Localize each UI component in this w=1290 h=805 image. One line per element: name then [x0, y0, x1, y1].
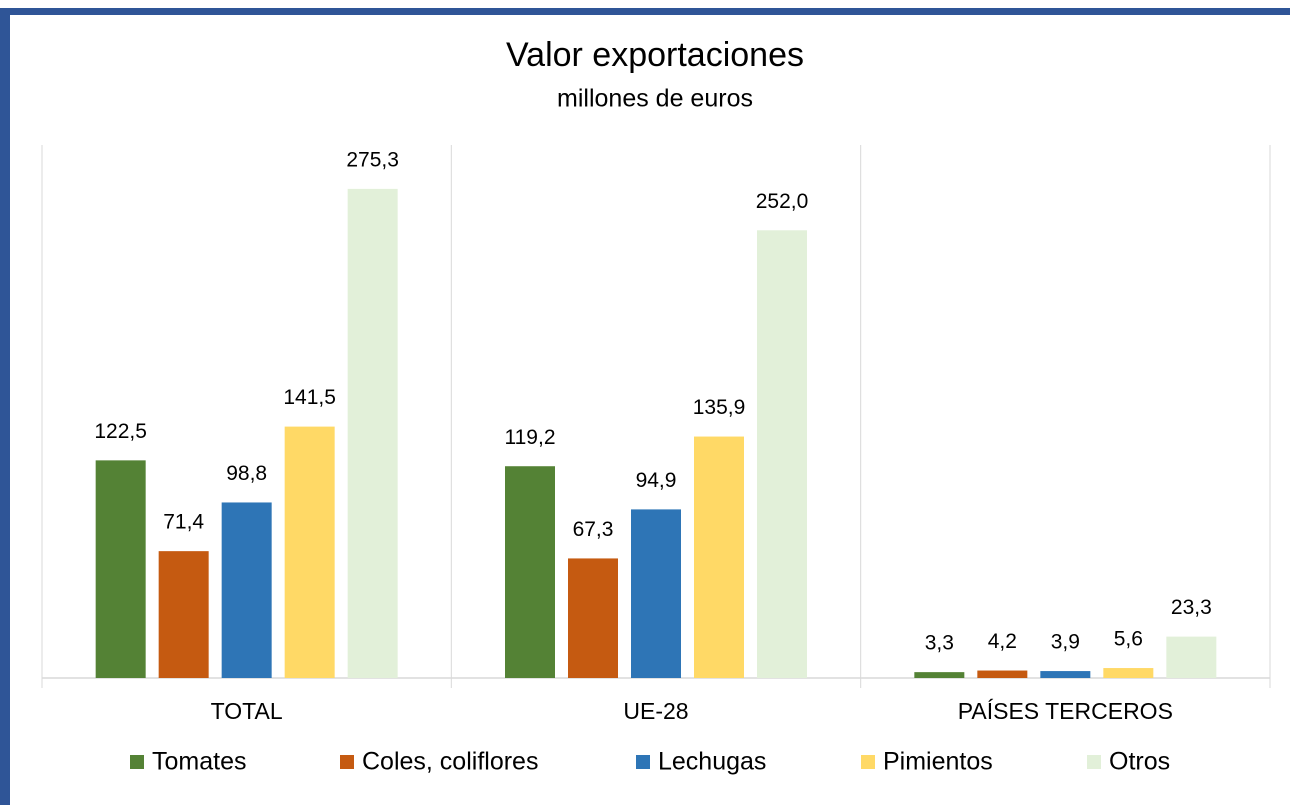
legend-label: Lechugas [658, 748, 766, 776]
bar [977, 670, 1028, 678]
data-label: 5,6 [1114, 628, 1143, 651]
data-label: 4,2 [988, 630, 1017, 653]
bar [158, 551, 209, 678]
data-label: 3,9 [1051, 631, 1080, 654]
bar [1166, 636, 1217, 678]
bar [347, 188, 398, 678]
legend-label: Coles, coliflores [362, 748, 538, 776]
legend-label: Otros [1109, 748, 1170, 776]
x-tick-label: UE-28 [623, 698, 688, 724]
legend-swatch [340, 755, 354, 769]
bar [757, 230, 807, 678]
frame-top [0, 8, 1290, 15]
data-label: 23,3 [1171, 596, 1212, 619]
bar [568, 558, 618, 678]
chart-title: Valor exportaciones [506, 36, 804, 74]
bar [95, 460, 146, 678]
bar [694, 436, 744, 678]
data-label: 135,9 [693, 396, 746, 419]
bar [914, 672, 965, 678]
legend-label: Tomates [152, 748, 246, 776]
x-tick-label: PAÍSES TERCEROS [958, 698, 1173, 724]
data-label: 122,5 [94, 420, 147, 443]
data-label: 67,3 [573, 518, 614, 541]
data-label: 71,4 [163, 511, 204, 534]
bar [284, 426, 335, 678]
data-label: 98,8 [226, 462, 267, 485]
bar [505, 466, 555, 678]
data-label: 275,3 [346, 148, 399, 171]
legend-label: Pimientos [883, 748, 993, 776]
chart-subtitle: millones de euros [557, 85, 753, 113]
legend-swatch [636, 755, 650, 769]
data-label: 252,0 [756, 190, 809, 213]
bar [631, 509, 681, 678]
legend-swatch [1087, 755, 1101, 769]
bar [221, 502, 272, 678]
frame-left [0, 8, 10, 805]
bar [1103, 668, 1154, 678]
data-label: 94,9 [636, 469, 677, 492]
legend-swatch [130, 755, 144, 769]
data-label: 3,3 [925, 632, 954, 655]
legend-swatch [861, 755, 875, 769]
data-label: 119,2 [505, 426, 556, 449]
bar [1040, 671, 1091, 678]
x-tick-label: TOTAL [211, 698, 283, 724]
data-label: 141,5 [283, 386, 336, 409]
